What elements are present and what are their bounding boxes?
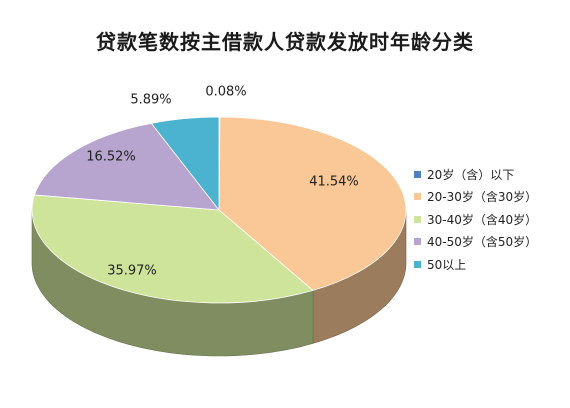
pie-top-slices	[31, 116, 407, 304]
pie-label-2: 41.54%	[309, 175, 359, 190]
legend-item-5: 50以上	[414, 253, 564, 276]
legend-swatch	[414, 260, 421, 268]
pie-label-4: 16.52%	[86, 150, 136, 165]
legend-swatch	[414, 215, 421, 223]
legend-label: 20岁（含）以下	[427, 167, 515, 182]
legend: 20岁（含）以下 20-30岁（含30岁） 30-40岁（含40岁） 40-50岁（含…	[414, 163, 564, 276]
pie-slice-4	[33, 122, 220, 211]
legend-label: 50以上	[427, 257, 467, 272]
pie-slice-2	[218, 116, 407, 291]
legend-label: 30-40岁（含40岁）	[427, 212, 538, 227]
pie-label-1: 0.08%	[205, 85, 246, 100]
pie-slice-3	[31, 194, 314, 304]
pie-label-3: 35.97%	[107, 264, 157, 279]
pie-data-labels: 0.08% 41.54% 35.97% 16.52% 5.89%	[86, 85, 359, 279]
legend-item-1: 20岁（含）以下	[414, 163, 564, 186]
legend-label: 20-30岁（含30岁）	[427, 190, 538, 205]
legend-swatch	[414, 170, 421, 178]
chart-title: 贷款笔数按主借款人贷款发放时年龄分类	[96, 30, 474, 54]
pie-slice-5	[150, 116, 220, 212]
legend-item-2: 20-30岁（含30岁）	[414, 186, 564, 209]
legend-item-4: 40-50岁（含50岁）	[414, 231, 564, 254]
legend-item-3: 30-40岁（含40岁）	[414, 208, 564, 231]
pie-label-5: 5.89%	[130, 93, 171, 108]
legend-label: 40-50岁（含50岁）	[427, 235, 538, 250]
legend-swatch	[414, 238, 421, 246]
legend-swatch	[414, 193, 421, 201]
